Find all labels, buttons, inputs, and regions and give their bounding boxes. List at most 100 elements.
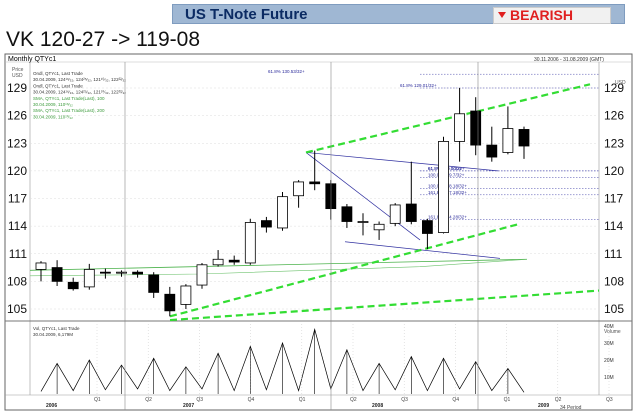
candle-body (373, 223, 385, 231)
price-tick-label-right: 126 (604, 109, 624, 123)
price-tick-label-right: 108 (604, 274, 624, 288)
candle-body (293, 181, 305, 197)
quarter-tick-label: Q3 (606, 397, 613, 403)
candle-body (196, 264, 208, 286)
candle-body (502, 128, 514, 153)
candle-body (244, 222, 256, 264)
price-tick-label: 120 (7, 164, 27, 178)
price-legend-line: SMA, QTYc1, Last Trade(Last), 100 (33, 96, 105, 101)
channel-middle-line (169, 223, 519, 318)
price-unit-label: Price (12, 67, 24, 73)
year-tick-label: 2009 (538, 403, 549, 409)
price-tick-label: 114 (8, 219, 27, 233)
price-tick-label: 129 (7, 81, 27, 95)
candle-body (438, 141, 449, 233)
candle-body (212, 258, 224, 266)
banner-title: US T-Note Future (185, 6, 308, 23)
candle-body (100, 271, 111, 274)
quarter-tick-label: Q2 (555, 397, 562, 403)
channel-upper-line (305, 83, 591, 154)
price-tick-label: 126 (7, 109, 27, 123)
fib-level-label: 61.8% 130.53/32+ (268, 69, 305, 74)
quarter-tick-label: Q1 (504, 397, 511, 403)
price-tick-label: 108 (7, 274, 27, 288)
price-legend-line: 30.04.2009, 110¹⁰⁄₃₂ (33, 114, 73, 119)
moving-average-200-line (29, 258, 528, 277)
price-tick-label-right: 114 (604, 219, 623, 233)
quarter-tick-label: Q4 (248, 397, 255, 403)
price-tick-label-right: 111 (604, 247, 623, 261)
candle-body (35, 262, 47, 270)
candle-body (454, 113, 466, 142)
price-legend-line: Ondl, QTYc1, Last Trade (33, 83, 83, 88)
quarter-tick-label: Q2 (145, 397, 152, 403)
candle-body (67, 281, 79, 290)
candle-body (518, 129, 530, 147)
fib-level-label: 61.8% 129.01/32+ (400, 83, 437, 88)
period-label: 34 Period (560, 405, 582, 411)
candle-body (132, 271, 144, 275)
quarter-tick-label: Q3 (196, 397, 203, 403)
quarter-tick-label: Q2 (350, 397, 357, 403)
candle-body (405, 203, 417, 222)
trend-line-fan (305, 152, 421, 241)
bearish-badge: BEARISH (493, 7, 611, 24)
quarter-tick-label: Q4 (452, 397, 459, 403)
price-currency-label: USD (12, 73, 23, 79)
price-legend-line: 30.04.2009, 110¹⁸⁄₃₂ (33, 102, 73, 107)
candle-body (421, 220, 433, 234)
volume-tick-label: 30M (604, 341, 614, 347)
candle-body (180, 285, 192, 305)
price-legend-line: 30.04.2009, 124¹⁶⁄₃₂, 124²⁵⁄₃₂, 121¹⁰⁄₃₂… (33, 77, 126, 82)
price-tick-label-right: 120 (604, 164, 624, 178)
quarter-tick-label: Q1 (94, 397, 101, 403)
year-tick-label: 2006 (46, 403, 57, 409)
channel-lower-line (169, 289, 600, 322)
candle-body (389, 204, 401, 224)
header-banner: US T-Note Future BEARISH (172, 4, 625, 24)
candle-body (486, 144, 498, 158)
price-currency-label-right: USD (615, 80, 626, 86)
price-tick-label-right: 129 (604, 81, 624, 95)
price-tick-label-right: 105 (604, 302, 624, 316)
moving-average-line (29, 258, 528, 271)
price-tick-label-right: 117 (604, 192, 623, 206)
quarter-tick-label: Q3 (401, 397, 408, 403)
trend-line-resistance (305, 152, 499, 172)
year-tick-label: 2007 (183, 403, 194, 409)
price-tick-label: 117 (8, 192, 27, 206)
volume-legend-line: Vol, QTYc1, Last Trade (33, 326, 80, 331)
date-range-label: 30.11.2006 - 31.08.2009 (GMT) (534, 57, 604, 63)
candle-body (470, 110, 482, 146)
candle-body (309, 181, 321, 185)
trend-line-support (344, 241, 501, 259)
volume-legend-line: 30.04.2009, 6,179M (33, 332, 73, 337)
bearish-label: BEARISH (510, 7, 574, 23)
candle-body (228, 259, 240, 263)
quarter-tick-label: Q1 (299, 397, 306, 403)
candle-body (341, 206, 353, 222)
candle-body (148, 274, 160, 293)
price-tick-label: 123 (7, 136, 27, 150)
candle-body (260, 220, 272, 228)
price-legend-line: SMA, QTYc1, Last Trade(Last), 200 (33, 108, 105, 113)
chart-frame (4, 53, 633, 411)
plot-layer: 105 105 108 108 111 111 114 114 117 117 120 120 123 1… (7, 62, 624, 410)
price-tick-label: 105 (7, 302, 27, 316)
candle-body (357, 221, 369, 223)
year-tick-label: 2008 (372, 403, 383, 409)
price-legend-line: Ondl, QTYc1, Last Trade (33, 71, 83, 76)
candle-body (277, 196, 288, 229)
price-tick-label-right: 123 (604, 136, 624, 150)
candle-body (164, 293, 176, 312)
price-legend-line: 30.04.2009, 124¹⁶⁄₃₂, 124²⁵⁄₃₂, 121¹⁰⁄₃₂… (33, 90, 126, 95)
candle-body (83, 269, 95, 288)
chart-title: Monthly QTYc1 (8, 56, 56, 63)
candle-body (51, 267, 63, 282)
volume-axis-title: Volume (604, 329, 621, 335)
candle-body (116, 271, 127, 274)
price-tick-label: 111 (9, 247, 28, 261)
price-target-headline: VK 120-27 -> 119-08 (6, 28, 200, 51)
down-arrow-icon (498, 12, 506, 18)
